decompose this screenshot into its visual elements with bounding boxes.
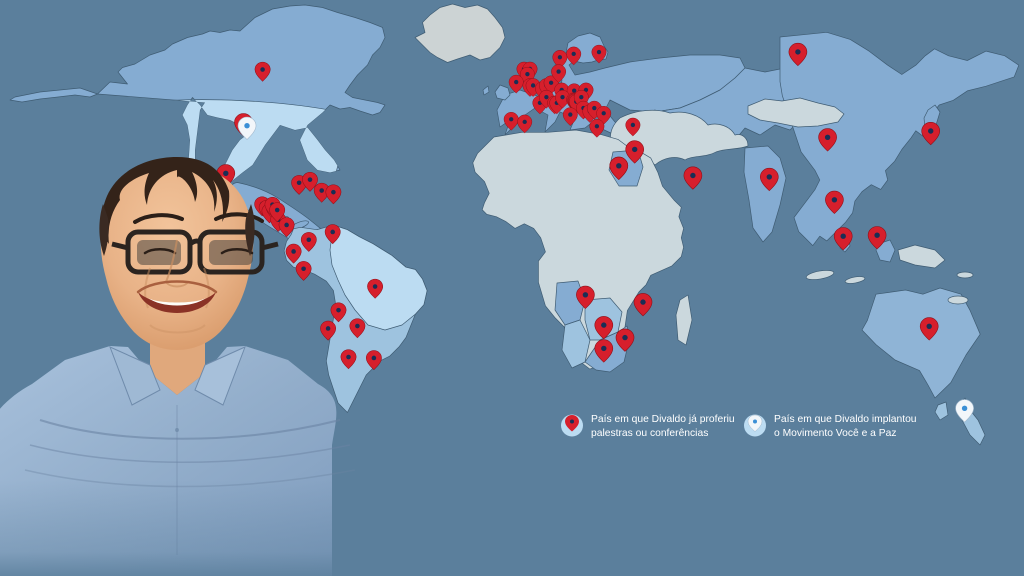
svg-text:o Movimento Você e a Paz: o Movimento Você e a Paz bbox=[774, 428, 897, 439]
svg-text:País em que Divaldo já proferi: País em que Divaldo já proferiu bbox=[591, 414, 735, 425]
svg-text:País em que Divaldo implantou: País em que Divaldo implantou bbox=[774, 414, 917, 425]
svg-text:palestras ou conferências: palestras ou conferências bbox=[591, 428, 708, 439]
